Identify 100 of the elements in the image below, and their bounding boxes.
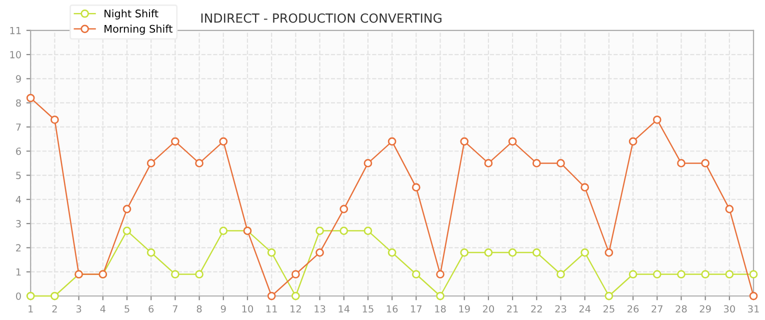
x-tick-label: 9: [220, 305, 226, 313]
point: [749, 270, 758, 278]
point: [122, 226, 132, 235]
x-tick-label: 23: [555, 305, 566, 313]
point: [292, 292, 300, 300]
point: [436, 292, 444, 300]
x-tick-label: 24: [579, 305, 590, 312]
point: [556, 159, 565, 168]
point: [26, 292, 35, 300]
point: [628, 137, 638, 146]
x-tick-label: 17: [411, 305, 422, 312]
point: [532, 248, 541, 257]
legend-label: Morning Shift: [104, 24, 172, 35]
point: [267, 292, 276, 300]
x-tick-label: 22: [531, 305, 542, 312]
x-tick-label: 13: [314, 305, 326, 313]
chart-title: INDIRECT - PRODUCTION CONVERTING: [201, 13, 442, 23]
x-tick-label: 1: [28, 305, 33, 312]
x-tick-label: 26: [628, 305, 639, 313]
point: [316, 226, 324, 235]
point: [677, 270, 686, 278]
point: [195, 159, 204, 168]
x-tick-label: 27: [652, 305, 662, 312]
x-tick-label: 7: [172, 305, 178, 312]
point: [556, 270, 565, 278]
x-tick-label: 28: [676, 305, 687, 313]
y-tick-label: 9: [16, 75, 21, 83]
x-tick-label: 14: [338, 305, 350, 312]
y-tick-label: 7: [16, 124, 21, 131]
point: [628, 270, 638, 278]
point: [580, 248, 590, 257]
y-tick-label: 2: [16, 244, 21, 252]
y-tick-label: 5: [16, 172, 21, 180]
point: [388, 248, 396, 257]
x-tick-label: 15: [362, 305, 374, 313]
y-tick-label: 10: [10, 51, 21, 58]
point: [340, 204, 348, 214]
point: [292, 270, 300, 278]
point: [701, 159, 710, 168]
point: [388, 137, 396, 146]
point: [725, 270, 734, 278]
point: [267, 248, 276, 257]
x-tick-label: 19: [459, 305, 470, 313]
y-tick-label: 3: [16, 220, 21, 228]
x-tick-label: 21: [507, 305, 518, 312]
point: [677, 159, 686, 168]
y-tick-label: 11: [10, 27, 21, 34]
point: [146, 159, 156, 168]
x-tick-label: 18: [435, 305, 446, 313]
point: [652, 116, 662, 124]
point: [604, 248, 614, 257]
point: [484, 248, 493, 257]
x-tick-label: 20: [482, 305, 494, 313]
x-tick-label: 29: [700, 305, 711, 313]
point: [460, 248, 469, 257]
y-tick-label: 0: [16, 292, 21, 300]
point: [316, 248, 324, 257]
point: [412, 270, 420, 278]
x-tick-label: 10: [242, 305, 254, 313]
point: [219, 137, 228, 146]
point: [26, 94, 35, 102]
point: [725, 204, 734, 214]
y-tick-label: 8: [16, 99, 21, 107]
point: [219, 226, 228, 235]
x-tick-label: 12: [290, 305, 301, 312]
point: [50, 116, 59, 124]
point: [484, 159, 493, 168]
x-tick-label: 6: [148, 305, 154, 313]
point: [364, 226, 372, 235]
x-tick-label: 31: [748, 305, 759, 313]
x-tick-label: 25: [603, 305, 614, 313]
legend-label: Night Shift: [104, 9, 158, 20]
x-tick-label: 5: [124, 305, 130, 313]
point: [436, 270, 444, 278]
point: [580, 183, 590, 192]
y-tick-label: 6: [16, 148, 21, 155]
point: [749, 292, 758, 300]
point: [460, 137, 469, 146]
point: [171, 137, 180, 146]
x-tick-label: 16: [386, 305, 398, 313]
y-tick-label: 1: [16, 268, 21, 276]
x-tick-label: 30: [724, 305, 735, 313]
point: [340, 226, 348, 235]
point: [508, 137, 517, 146]
point: [122, 204, 132, 214]
x-tick-label: 3: [76, 305, 82, 313]
x-tick-label: 11: [266, 305, 277, 312]
x-tick-label: 8: [196, 305, 202, 313]
x-tick-label: 4: [100, 305, 106, 312]
x-tick-label: 2: [52, 305, 57, 312]
point: [412, 183, 420, 192]
point: [532, 159, 541, 168]
point: [652, 270, 662, 278]
point: [701, 270, 710, 278]
y-tick-label: 4: [16, 196, 22, 204]
point: [195, 270, 204, 278]
point: [364, 159, 372, 168]
point: [171, 270, 180, 278]
point: [604, 292, 614, 300]
point: [146, 248, 156, 257]
